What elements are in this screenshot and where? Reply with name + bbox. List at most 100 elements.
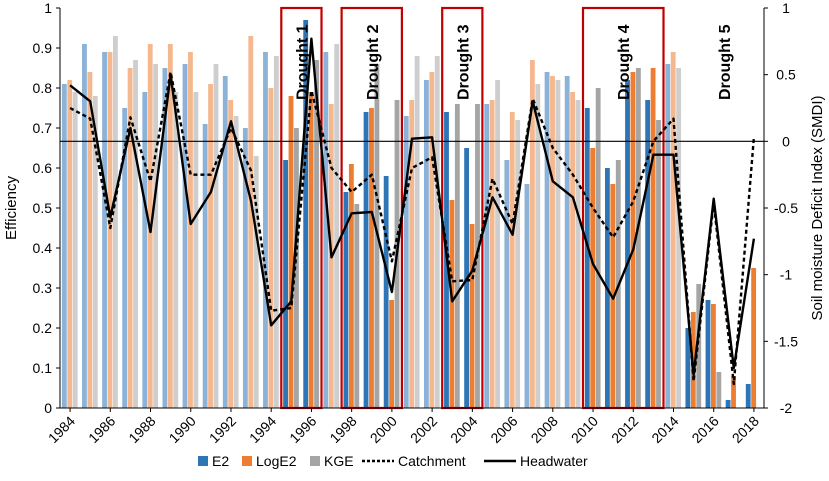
bar-e2-1985 [82, 44, 87, 408]
bar-kge-1997 [334, 44, 340, 408]
bar-e2-2000 [383, 176, 389, 408]
bar-e2-1990 [182, 64, 188, 408]
bar-loge2-2018 [751, 268, 757, 408]
legend-swatch [242, 456, 252, 466]
x-tick-label: 2006 [487, 413, 520, 446]
bar-kge-1987 [133, 60, 138, 408]
bar-e2-2005 [484, 104, 490, 408]
bar-loge2-1985 [87, 72, 93, 408]
bar-loge2-2012 [630, 72, 636, 408]
bar-e2-2006 [504, 160, 510, 408]
bar-kge-2001 [414, 56, 420, 408]
x-tick-label: 1998 [326, 413, 359, 446]
bar-kge-2015 [696, 284, 702, 408]
x-tick-label: 2000 [367, 413, 400, 446]
bar-kge-1993 [253, 156, 259, 408]
bar-kge-2012 [635, 68, 641, 408]
bar-e2-1988 [142, 92, 148, 408]
left-tick-label: 0.3 [33, 280, 53, 296]
bar-kge-1985 [92, 96, 98, 408]
bar-kge-2014 [676, 68, 682, 408]
left-tick-label: 1 [44, 0, 52, 16]
bar-e2-2015 [685, 328, 691, 408]
legend-label: Catchment [398, 453, 466, 469]
legend-swatch [310, 456, 320, 466]
bar-kge-2008 [555, 80, 561, 408]
bar-e2-1996 [303, 20, 309, 408]
bar-e2-2012 [625, 80, 630, 408]
right-tick-label: 0 [782, 133, 790, 149]
bar-loge2-1993 [248, 36, 254, 408]
drought-label-4: Drought 4 [616, 24, 633, 100]
x-tick-label: 2010 [568, 413, 601, 446]
bar-kge-2010 [595, 88, 601, 408]
left-tick-label: 0.5 [33, 200, 53, 216]
bars-group [61, 20, 757, 408]
bar-kge-2006 [515, 120, 521, 408]
x-tick-label: 1996 [286, 413, 319, 446]
bar-e2-2013 [645, 100, 651, 408]
legend-label: KGE [324, 453, 354, 469]
bar-loge2-2001 [409, 100, 415, 408]
bar-kge-1986 [113, 36, 118, 408]
bar-e2-2010 [584, 108, 590, 408]
bar-loge2-2007 [529, 60, 535, 408]
x-tick-label: 2002 [407, 413, 440, 446]
bar-loge2-2017 [731, 376, 736, 408]
left-tick-label: 0 [44, 400, 52, 416]
bar-loge2-1987 [127, 68, 133, 408]
bar-e2-1987 [122, 108, 128, 408]
bar-kge-1992 [233, 116, 239, 408]
bar-kge-2009 [575, 100, 581, 408]
drought-label-5: Drought 5 [717, 24, 734, 100]
right-tick-label: -1 [780, 267, 793, 283]
y-axis-left-title: Efficiency [3, 176, 20, 240]
bar-e2-1984 [61, 84, 67, 408]
bar-e2-1997 [323, 52, 329, 408]
drought-label-2: Drought 2 [365, 24, 382, 100]
bar-kge-1990 [193, 92, 199, 408]
bar-kge-1995 [294, 128, 299, 408]
x-tick-label: 2008 [528, 413, 561, 446]
bar-kge-2016 [716, 372, 722, 408]
bar-e2-1991 [202, 124, 208, 408]
right-tick-label: -0.5 [774, 200, 798, 216]
bar-kge-2002 [434, 56, 440, 408]
bar-kge-2003 [454, 104, 460, 408]
x-tick-label: 2012 [608, 413, 641, 446]
bar-e2-1986 [102, 52, 107, 408]
x-tick-label: 2014 [648, 413, 681, 446]
bar-kge-1984 [72, 92, 78, 408]
bar-loge2-2004 [469, 224, 475, 408]
legend-label: E2 [212, 453, 229, 469]
bar-e2-2016 [705, 300, 711, 408]
right-tick-label: 0.5 [776, 67, 796, 83]
bar-loge2-2010 [590, 148, 596, 408]
bar-loge2-1990 [188, 52, 193, 408]
bar-e2-2001 [403, 116, 409, 408]
line-headwater [69, 37, 756, 376]
bar-loge2-2014 [670, 52, 676, 408]
bar-loge2-1994 [268, 88, 274, 408]
left-tick-label: 0.8 [33, 80, 53, 96]
legend-swatch [198, 456, 208, 466]
x-tick-label: 1986 [85, 413, 118, 446]
bar-kge-1994 [273, 56, 279, 408]
bar-loge2-2006 [509, 112, 515, 408]
bar-loge2-1986 [107, 52, 113, 408]
x-tick-label: 2016 [688, 413, 721, 446]
left-tick-label: 0.9 [33, 40, 53, 56]
bar-loge2-2003 [449, 200, 455, 408]
x-tick-label: 2004 [447, 413, 480, 446]
bar-loge2-2005 [489, 100, 495, 408]
bar-e2-2017 [725, 400, 731, 408]
bar-kge-1996 [314, 60, 319, 408]
right-tick-label: -1.5 [774, 333, 798, 349]
bar-kge-2013 [656, 120, 661, 408]
x-tick-label: 1988 [125, 413, 158, 446]
bar-e2-2014 [665, 64, 671, 408]
left-tick-label: 0.2 [33, 320, 53, 336]
bar-loge2-2013 [650, 68, 656, 408]
bar-loge2-1995 [288, 96, 294, 408]
bar-loge2-2002 [429, 72, 435, 408]
